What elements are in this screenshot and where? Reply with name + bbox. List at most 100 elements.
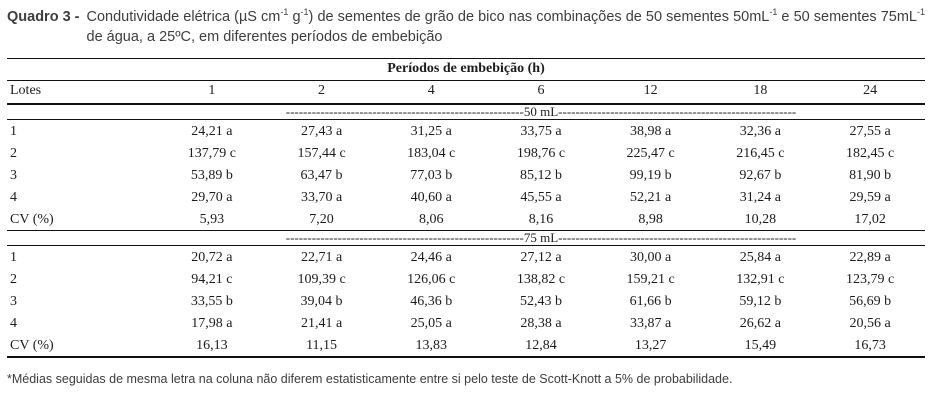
row-label: 3 (10, 294, 17, 309)
cell: 16,13 (157, 334, 267, 358)
table-footnote: *Médias seguidas de mesma letra na colun… (7, 372, 733, 386)
row-label: CV (%) (7, 334, 157, 358)
cell: 20,56 a (849, 316, 891, 331)
cell: 25,84 a (739, 250, 781, 265)
cv-row: CV (%) 16,13 11,15 13,83 12,84 13,27 15,… (7, 334, 925, 358)
cell: 61,66 b (629, 294, 672, 309)
cell: 12,84 (486, 334, 596, 358)
empty-cell (7, 104, 157, 120)
cell: 10,28 (705, 208, 816, 231)
cell: 33,75 a (520, 124, 562, 139)
col-header-18: 18 (705, 80, 816, 105)
table-row: 3 33,55 b 39,04 b 46,36 b 52,43 b 61,66 … (7, 290, 925, 312)
cell: 56,69 b (849, 294, 892, 309)
caption-text: Condutividade elétrica (µS cm-1 g-1) de … (86, 7, 925, 45)
row-label: 1 (10, 250, 17, 265)
table-row: 1 24,21 a 27,43 a 31,25 a 33,75 a 38,98 … (7, 120, 925, 143)
cell: 45,55 a (520, 190, 562, 205)
cell: 13,27 (595, 334, 706, 358)
divider-dashes: ----------------------------------------… (558, 230, 797, 245)
cell: 46,36 b (410, 294, 453, 309)
cell: 132,91 c (736, 272, 785, 287)
cell: 94,21 c (191, 272, 233, 287)
section-divider-label-50ml: ----------------------------------------… (157, 104, 925, 120)
cell: 21,41 a (300, 316, 343, 331)
caption-label: Quadro 3 - (7, 9, 80, 25)
row-label: CV (%) (7, 208, 157, 231)
table-row: 3 53,89 b 63,47 b 77,03 b 85,12 b 99,19 … (7, 164, 925, 186)
cell: 33,87 a (630, 316, 672, 331)
row-label: 2 (10, 272, 17, 287)
empty-cell (7, 230, 157, 246)
cell: 27,55 a (849, 124, 891, 139)
cell: 38,98 a (630, 124, 672, 139)
divider-text: 50 mL (523, 104, 559, 119)
header-group-row: Períodos de embebição (h) (7, 58, 925, 81)
cell: 198,76 c (516, 146, 566, 161)
cell: 92,67 b (739, 168, 782, 183)
cell: 39,04 b (300, 294, 343, 309)
cell: 81,90 b (849, 168, 892, 183)
cell: 40,60 a (410, 190, 452, 205)
table-caption: Quadro 3 - Condutividade elétrica (µS cm… (7, 7, 925, 47)
cell: 22,89 a (849, 250, 891, 265)
cell: 25,05 a (410, 316, 452, 331)
cell: 26,62 a (739, 316, 781, 331)
cell: 11,15 (266, 334, 377, 358)
cell: 30,00 a (630, 250, 672, 265)
cell: 53,89 b (190, 168, 233, 183)
cell: 52,21 a (630, 190, 672, 205)
divider-dashes: ----------------------------------------… (285, 104, 524, 119)
cell: 137,79 c (187, 146, 236, 161)
cell: 8,06 (376, 208, 487, 231)
col-header-24: 24 (815, 80, 925, 105)
cell: 63,47 b (300, 168, 343, 183)
table-row: 4 17,98 a 21,41 a 25,05 a 28,38 a 33,87 … (7, 312, 925, 334)
section-divider-label-75ml: ----------------------------------------… (157, 230, 925, 246)
cell: 59,12 b (739, 294, 782, 309)
table-row: 4 29,70 a 33,70 a 40,60 a 45,55 a 52,21 … (7, 186, 925, 208)
cell: 31,25 a (410, 124, 452, 139)
cell: 52,43 b (519, 294, 562, 309)
cell: 29,59 a (849, 190, 891, 205)
cell: 182,45 c (846, 146, 895, 161)
col-header-12: 12 (595, 80, 706, 105)
table-row: 1 20,72 a 22,71 a 24,46 a 27,12 a 30,00 … (7, 246, 925, 269)
cell: 5,93 (157, 208, 267, 231)
cell: 24,46 a (410, 250, 452, 265)
cell: 22,71 a (300, 250, 343, 265)
row-label: 3 (10, 168, 17, 183)
header-group-label: Períodos de embebição (h) (7, 58, 925, 81)
cell: 126,06 c (407, 272, 456, 287)
divider-text: 75 mL (523, 230, 559, 245)
divider-dashes: ----------------------------------------… (285, 230, 524, 245)
cell: 13,83 (376, 334, 487, 358)
cell: 138,82 c (516, 272, 566, 287)
cv-row: CV (%) 5,93 7,20 8,06 8,16 8,98 10,28 17… (7, 208, 925, 231)
row-label: 4 (10, 190, 17, 205)
cell: 32,36 a (739, 124, 781, 139)
row-label: 4 (10, 316, 17, 331)
cell: 157,44 c (297, 146, 346, 161)
cell: 20,72 a (191, 250, 233, 265)
cell: 17,98 a (191, 316, 233, 331)
column-header-row: Lotes 1 2 4 6 12 18 24 (7, 80, 925, 105)
cell: 159,21 c (626, 272, 675, 287)
cell: 109,39 c (297, 272, 346, 287)
cell: 24,21 a (191, 124, 233, 139)
cell: 8,98 (595, 208, 706, 231)
cell: 28,38 a (520, 316, 562, 331)
cell: 27,43 a (300, 124, 343, 139)
row-label: 1 (10, 124, 17, 139)
col-header-1: 1 (157, 80, 267, 105)
cell: 31,24 a (739, 190, 781, 205)
col-header-6: 6 (486, 80, 596, 105)
cell: 8,16 (486, 208, 596, 231)
cell: 7,20 (266, 208, 377, 231)
cell: 123,79 c (846, 272, 895, 287)
cell: 85,12 b (519, 168, 562, 183)
data-table: Períodos de embebição (h) Lotes 1 2 4 6 … (7, 58, 925, 358)
cell: 225,47 c (626, 146, 675, 161)
cell: 216,45 c (736, 146, 785, 161)
col-header-lotes: Lotes (7, 80, 157, 105)
